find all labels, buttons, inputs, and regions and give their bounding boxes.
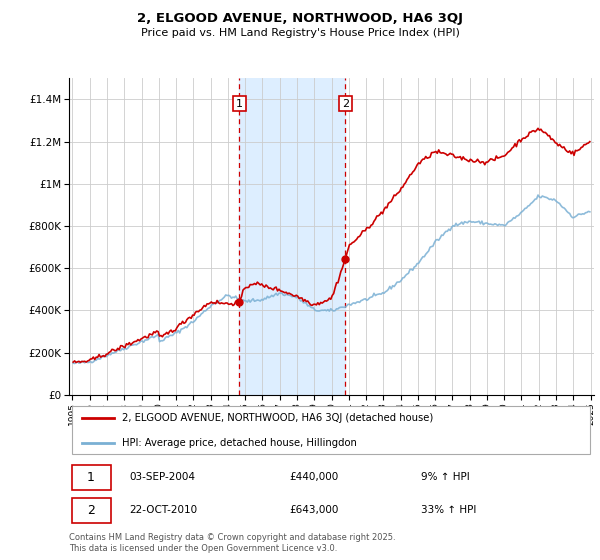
Text: £643,000: £643,000 <box>290 505 339 515</box>
FancyBboxPatch shape <box>71 406 590 454</box>
Text: £440,000: £440,000 <box>290 473 339 482</box>
FancyBboxPatch shape <box>71 498 111 523</box>
Text: 2: 2 <box>342 99 349 109</box>
Text: 03-SEP-2004: 03-SEP-2004 <box>130 473 196 482</box>
Text: 2: 2 <box>87 504 95 517</box>
Bar <box>239 78 346 395</box>
Text: 33% ↑ HPI: 33% ↑ HPI <box>421 505 476 515</box>
Text: Contains HM Land Registry data © Crown copyright and database right 2025.
This d: Contains HM Land Registry data © Crown c… <box>69 533 395 553</box>
Text: HPI: Average price, detached house, Hillingdon: HPI: Average price, detached house, Hill… <box>121 438 356 448</box>
Text: 1: 1 <box>87 471 95 484</box>
FancyBboxPatch shape <box>71 465 111 490</box>
Text: 1: 1 <box>236 99 243 109</box>
Text: Price paid vs. HM Land Registry's House Price Index (HPI): Price paid vs. HM Land Registry's House … <box>140 28 460 38</box>
Text: 2, ELGOOD AVENUE, NORTHWOOD, HA6 3QJ (detached house): 2, ELGOOD AVENUE, NORTHWOOD, HA6 3QJ (de… <box>121 413 433 423</box>
Text: 2, ELGOOD AVENUE, NORTHWOOD, HA6 3QJ: 2, ELGOOD AVENUE, NORTHWOOD, HA6 3QJ <box>137 12 463 25</box>
Text: 22-OCT-2010: 22-OCT-2010 <box>130 505 197 515</box>
Text: 9% ↑ HPI: 9% ↑ HPI <box>421 473 470 482</box>
